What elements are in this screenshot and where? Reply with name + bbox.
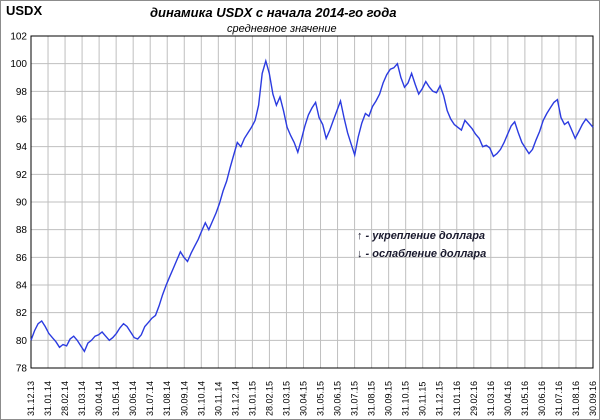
x-tick-label: 30.09.14 — [179, 381, 189, 416]
grid — [30, 35, 594, 369]
x-tick-label: 31.05.16 — [520, 381, 530, 416]
x-tick-label: 31.07.14 — [145, 381, 155, 416]
x-tick-label: 31.01.14 — [43, 381, 53, 416]
legend-notes: ↑ - укрепление доллара ↓ - ослабление до… — [357, 230, 486, 260]
x-tick-label: 31.05.15 — [316, 381, 326, 416]
y-tick-label: 98 — [16, 87, 28, 98]
chart-title: динамика USDX с начала 2014-го года — [150, 5, 397, 20]
x-tick-label: 31.08.16 — [571, 381, 581, 416]
x-tick-label: 30.06.15 — [333, 381, 343, 416]
x-tick-label: 30.06.14 — [128, 381, 138, 416]
y-tick-label: 100 — [10, 59, 27, 70]
x-tick-label: 30.06.16 — [537, 381, 547, 416]
x-tick-label: 30.11.14 — [213, 382, 223, 416]
x-tick-label: 31.03.14 — [77, 381, 87, 416]
x-tick-label: 30.11.15 — [418, 382, 428, 416]
y-tick-label: 84 — [16, 281, 28, 292]
plot-area-border — [30, 35, 594, 369]
x-tick-label: 31.10.15 — [401, 381, 411, 416]
x-tick-label: 30.09.15 — [384, 381, 394, 416]
y-tick-label: 92 — [16, 170, 28, 181]
note-strengthening: ↑ - укрепление доллара — [357, 230, 485, 242]
index-label: USDX — [6, 3, 43, 18]
x-tick-label: 31.12.14 — [230, 381, 240, 416]
x-tick-label: 31.12.13 — [26, 381, 36, 416]
x-tick-label: 31.08.14 — [162, 381, 172, 416]
y-tick-label: 94 — [16, 142, 28, 153]
y-tick-label: 80 — [16, 336, 28, 347]
x-tick-label: 31.08.15 — [367, 381, 377, 416]
y-tick-label: 86 — [16, 253, 28, 264]
x-tick-label: 31.01.16 — [452, 381, 462, 416]
y-tick-label: 96 — [16, 115, 28, 126]
x-tick-label: 29.02.16 — [469, 381, 479, 416]
x-tick-label: 31.07.16 — [554, 381, 564, 416]
usdx-series-line — [30, 58, 594, 353]
x-tick-label: 31.05.14 — [111, 381, 121, 416]
x-tick-label: 31.07.15 — [350, 381, 360, 416]
x-tick-label: 31.03.16 — [486, 381, 496, 416]
x-tick-label: 31.03.15 — [281, 381, 291, 416]
x-tick-label: 31.12.15 — [435, 381, 445, 416]
x-tick-label: 28.02.14 — [60, 381, 70, 416]
x-tick-label: 30.04.14 — [94, 381, 104, 416]
x-tick-label: 30.04.15 — [298, 381, 308, 416]
y-tick-label: 102 — [10, 32, 27, 43]
x-tick-label: 31.01.15 — [247, 381, 257, 416]
x-tick-label: 31.10.14 — [196, 381, 206, 416]
axes — [30, 35, 594, 369]
y-tick-label: 88 — [16, 225, 28, 236]
note-weakening: ↓ - ослабление доллара — [357, 248, 486, 260]
x-tick-labels: 31.12.13 31.01.14 28.02.14 31.03.14 30.04.14… — [26, 381, 598, 416]
y-tick-label: 82 — [16, 308, 28, 319]
y-tick-label: 78 — [16, 364, 28, 375]
x-tick-label: 30.04.16 — [503, 381, 513, 416]
y-tick-label: 90 — [16, 198, 28, 209]
chart-subtitle: средневное значение — [227, 23, 337, 35]
x-tick-label: 30.09.16 — [588, 381, 598, 416]
y-tick-labels: 78 80 82 84 86 88 90 92 94 96 98 100 102 — [10, 32, 27, 375]
x-tick-label: 28.02.15 — [264, 381, 274, 416]
